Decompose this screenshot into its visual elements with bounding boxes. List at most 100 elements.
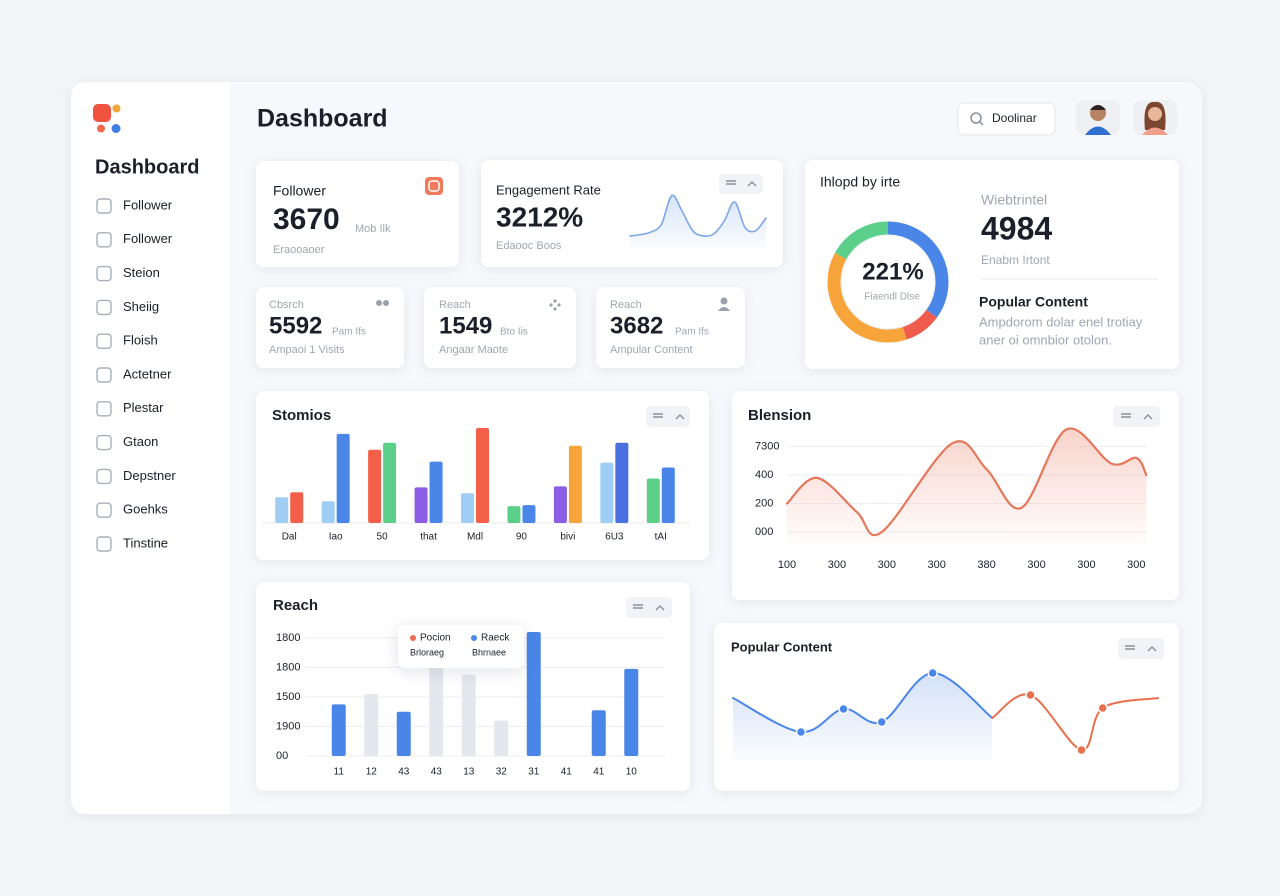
chart-title: Blension xyxy=(748,407,811,424)
avatar-body xyxy=(1142,127,1168,135)
instagram-icon xyxy=(425,177,443,195)
card-label: Follower xyxy=(273,183,326,199)
line xyxy=(629,194,767,237)
menu-icon xyxy=(96,265,112,282)
chart-title: Reach xyxy=(273,597,318,614)
x-tick-label: 380 xyxy=(977,559,995,571)
card-menu[interactable] xyxy=(1118,638,1164,659)
summary-text: aner oi omnbior otolon. xyxy=(979,332,1112,347)
card-icon xyxy=(557,303,561,307)
x-tick-label: 90 xyxy=(516,532,528,543)
point xyxy=(1025,689,1036,701)
chart-title: Ihlopd by irte xyxy=(820,174,900,190)
menu-item[interactable]: Plestar xyxy=(123,400,164,415)
y-tick-label: 1500 xyxy=(276,691,300,703)
summary-label: Wiebtrintel xyxy=(981,192,1047,208)
card-value: 1549 xyxy=(439,312,492,339)
card-menu[interactable] xyxy=(646,406,690,427)
bar xyxy=(429,667,444,756)
bar xyxy=(568,445,582,523)
point xyxy=(795,726,807,738)
bar xyxy=(615,442,629,523)
menu-icon xyxy=(96,536,112,552)
menu-item[interactable]: Follower xyxy=(123,197,173,212)
search-box[interactable] xyxy=(957,102,1056,136)
logo-dot xyxy=(97,124,105,133)
x-tick-label: 300 xyxy=(1077,559,1095,571)
menu-item[interactable]: Steion xyxy=(123,265,160,280)
stat-card xyxy=(596,287,745,368)
search-icon xyxy=(978,120,984,126)
card-caption: Edaooc Boos xyxy=(496,240,562,252)
x-tick-label: Iao xyxy=(329,532,343,543)
x-tick-label: 43 xyxy=(398,767,410,778)
bar xyxy=(275,497,289,523)
logo xyxy=(93,104,121,133)
point xyxy=(927,667,938,679)
avatar[interactable] xyxy=(1133,100,1177,135)
donut-center-caption: Fiaendl Dlse xyxy=(864,292,920,303)
donut-segment xyxy=(827,252,907,343)
bar xyxy=(476,427,489,523)
stat-card xyxy=(256,287,404,368)
bar xyxy=(461,674,476,756)
x-tick-label: tAI xyxy=(655,532,667,543)
legend-label: Pocion xyxy=(420,633,451,644)
menu-item[interactable]: Floish xyxy=(123,333,158,348)
bar xyxy=(661,467,675,523)
menu-item[interactable]: Gtaon xyxy=(123,434,158,449)
x-tick-label: bivi xyxy=(560,532,575,543)
card-value: 3670 xyxy=(273,203,340,236)
bar xyxy=(646,478,660,523)
bar xyxy=(522,505,536,523)
x-tick-label: 50 xyxy=(377,532,389,543)
card-menu[interactable] xyxy=(626,597,672,618)
legend-dot xyxy=(471,635,477,641)
tooltip-box xyxy=(398,625,524,668)
menu-item[interactable]: Tinstine xyxy=(123,535,168,550)
card-icon xyxy=(549,303,553,307)
point xyxy=(1097,702,1108,714)
menu-icon xyxy=(96,198,112,214)
avatar[interactable] xyxy=(1076,100,1120,135)
point xyxy=(1076,744,1087,756)
card-label: Cbsrch xyxy=(269,299,304,311)
menu-item[interactable]: Goehks xyxy=(123,502,168,517)
card-menu[interactable] xyxy=(719,174,763,194)
x-tick-label: 100 xyxy=(778,559,796,571)
bar xyxy=(461,493,474,523)
bar xyxy=(414,487,428,523)
card-icon xyxy=(553,307,557,311)
legend-label: Raeck xyxy=(481,633,510,644)
area-fill xyxy=(630,195,766,250)
avatar-face xyxy=(1148,107,1162,121)
card-icon xyxy=(718,307,730,311)
area-fill xyxy=(733,672,993,760)
avatar-body xyxy=(1085,126,1111,135)
menu-item[interactable]: Actetner xyxy=(123,366,172,381)
bar xyxy=(507,506,521,523)
bar xyxy=(364,693,379,756)
y-tick-label: 400 xyxy=(755,469,773,481)
x-tick-label: 300 xyxy=(1027,559,1045,571)
page-title: Dashboard xyxy=(257,105,388,133)
menu-item[interactable]: Follower xyxy=(123,231,173,246)
y-tick-label: 1800 xyxy=(276,632,300,644)
legend-dot xyxy=(410,635,416,641)
menu-icon xyxy=(96,502,112,518)
instagram-icon xyxy=(428,180,440,192)
bar xyxy=(383,442,397,523)
logo-dot xyxy=(112,104,121,113)
menu-item[interactable]: Sheiig xyxy=(123,299,159,314)
card-label: Engagement Rate xyxy=(496,182,601,197)
bar xyxy=(290,492,304,523)
card-label: Reach xyxy=(610,299,642,311)
x-tick-label: 10 xyxy=(626,767,638,778)
menu-item[interactable]: Depstner xyxy=(123,468,176,483)
card-menu[interactable] xyxy=(1113,406,1160,427)
card-icon xyxy=(720,297,728,305)
line xyxy=(732,671,994,734)
donut-hole xyxy=(842,236,934,328)
bar xyxy=(396,711,411,756)
